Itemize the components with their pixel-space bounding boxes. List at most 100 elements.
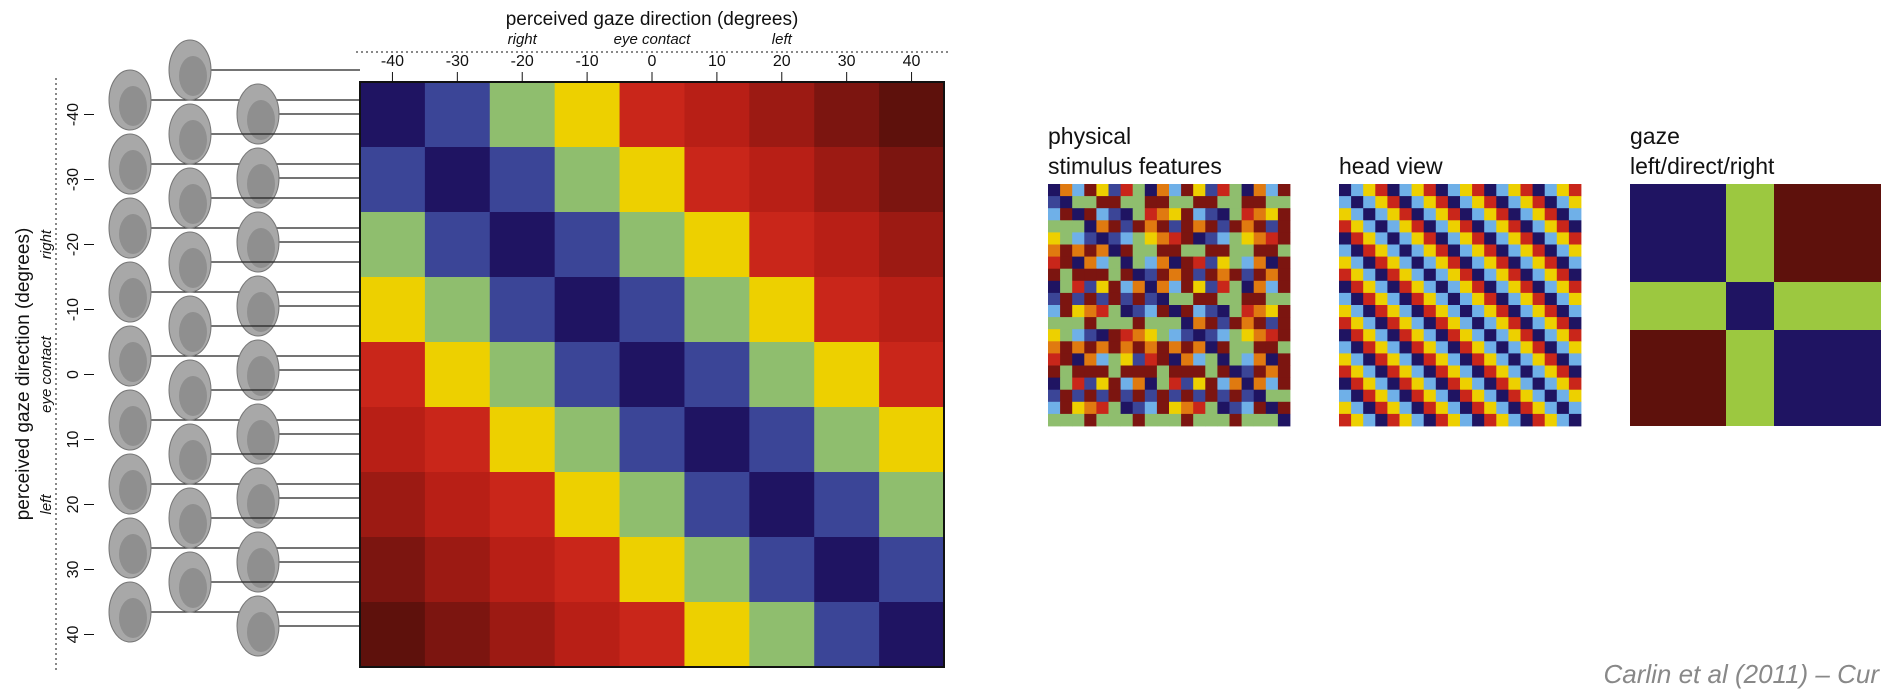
pattern-cell: [1351, 293, 1364, 306]
pattern-cell: [1496, 257, 1509, 270]
pattern-cell: [1521, 317, 1534, 330]
heatmap-cell: [814, 407, 879, 473]
pattern-cell: [1181, 269, 1194, 282]
pattern-cell: [1496, 402, 1509, 415]
pattern-cell: [1375, 184, 1388, 197]
heatmap-cell: [555, 407, 620, 473]
x-tick-label: 20: [773, 53, 791, 70]
pattern-cell: [1496, 232, 1509, 245]
pattern-cell: [1412, 208, 1425, 221]
pattern-cell: [1363, 305, 1376, 318]
pattern-cell: [1436, 220, 1449, 233]
pattern-cell: [1424, 196, 1437, 209]
pattern-cell: [1400, 220, 1413, 233]
pattern-cell: [1726, 184, 1774, 282]
pattern-cell: [1557, 184, 1570, 197]
pattern-cell: [1205, 245, 1218, 258]
pattern-cell: [1521, 257, 1534, 270]
pattern-cell: [1048, 366, 1061, 379]
pattern-cell: [1157, 353, 1170, 366]
pattern-cell: [1133, 245, 1146, 258]
pattern-cell: [1230, 353, 1243, 366]
pattern-cell: [1205, 341, 1218, 354]
pattern-cell: [1266, 293, 1279, 306]
pattern-cell: [1048, 269, 1061, 282]
heatmap-cell: [814, 342, 879, 408]
x-annotation: right: [508, 31, 538, 48]
pattern-cell: [1521, 184, 1534, 197]
pattern-cell: [1048, 329, 1061, 342]
pattern-cell: [1242, 366, 1255, 379]
heatmap-cell: [684, 602, 749, 668]
pattern-cell: [1774, 330, 1881, 426]
x-annotation: eye contact: [614, 31, 692, 48]
pattern-cell: [1242, 414, 1255, 427]
heatmap-cell: [425, 602, 490, 668]
heatmap-cell: [425, 342, 490, 408]
heatmap-cell: [749, 472, 814, 538]
pattern-cell: [1096, 257, 1109, 270]
pattern-cell: [1521, 414, 1534, 427]
pattern-cell: [1096, 402, 1109, 415]
pattern-cell: [1545, 390, 1558, 403]
pattern-cell: [1557, 317, 1570, 330]
pattern-cell: [1472, 232, 1485, 245]
pattern-cell: [1072, 366, 1085, 379]
face-shade: [119, 150, 147, 190]
pattern-cell: [1048, 220, 1061, 233]
pattern-cell: [1169, 232, 1182, 245]
pattern-cell: [1133, 341, 1146, 354]
pattern-cell: [1387, 232, 1400, 245]
pattern-cell: [1145, 366, 1158, 379]
heatmap-cell: [555, 472, 620, 538]
pattern-cell: [1569, 305, 1582, 318]
pattern-cell: [1169, 317, 1182, 330]
pattern-cell: [1400, 353, 1413, 366]
heatmap-cell: [555, 342, 620, 408]
pattern-cell: [1133, 269, 1146, 282]
pattern-cell: [1472, 281, 1485, 294]
pattern-cell: [1363, 245, 1376, 258]
pattern-cell: [1230, 366, 1243, 379]
pattern-cell: [1448, 232, 1461, 245]
heatmap-cell: [425, 407, 490, 473]
pattern-cell: [1484, 366, 1497, 379]
pattern-cell: [1351, 329, 1364, 342]
pattern-cell: [1072, 257, 1085, 270]
pattern-cell: [1133, 184, 1146, 197]
pattern-cell: [1048, 196, 1061, 209]
pattern-cell: [1230, 281, 1243, 294]
pattern-cell: [1400, 305, 1413, 318]
pattern-cell: [1060, 281, 1073, 294]
pattern-cell: [1400, 366, 1413, 379]
pattern-cell: [1230, 184, 1243, 197]
pattern-cell: [1569, 353, 1582, 366]
x-tick-label: -10: [576, 53, 599, 70]
pattern-cell: [1096, 341, 1109, 354]
pattern-cell: [1508, 269, 1521, 282]
pattern-cell: [1412, 390, 1425, 403]
pattern-cell: [1339, 208, 1352, 221]
pattern-cell: [1048, 257, 1061, 270]
pattern-cell: [1484, 257, 1497, 270]
pattern-cell: [1145, 341, 1158, 354]
heatmap-cell: [684, 407, 749, 473]
pattern-cell: [1181, 353, 1194, 366]
pattern-cell: [1569, 257, 1582, 270]
pattern-cell: [1400, 341, 1413, 354]
pattern-cell: [1181, 414, 1194, 427]
pattern-cell: [1460, 269, 1473, 282]
pattern-cell: [1436, 245, 1449, 258]
y-tick-label: 10: [65, 431, 82, 449]
pattern-cell: [1363, 353, 1376, 366]
pattern-cell: [1169, 245, 1182, 258]
pattern-cell: [1339, 293, 1352, 306]
pattern-cell: [1121, 341, 1134, 354]
pattern-cell: [1339, 184, 1352, 197]
pattern-cell: [1169, 305, 1182, 318]
pattern-cell: [1121, 390, 1134, 403]
pattern-cell: [1436, 184, 1449, 197]
pattern-cell: [1266, 232, 1279, 245]
heatmap-cell: [360, 277, 425, 343]
pattern-cell: [1109, 378, 1122, 391]
